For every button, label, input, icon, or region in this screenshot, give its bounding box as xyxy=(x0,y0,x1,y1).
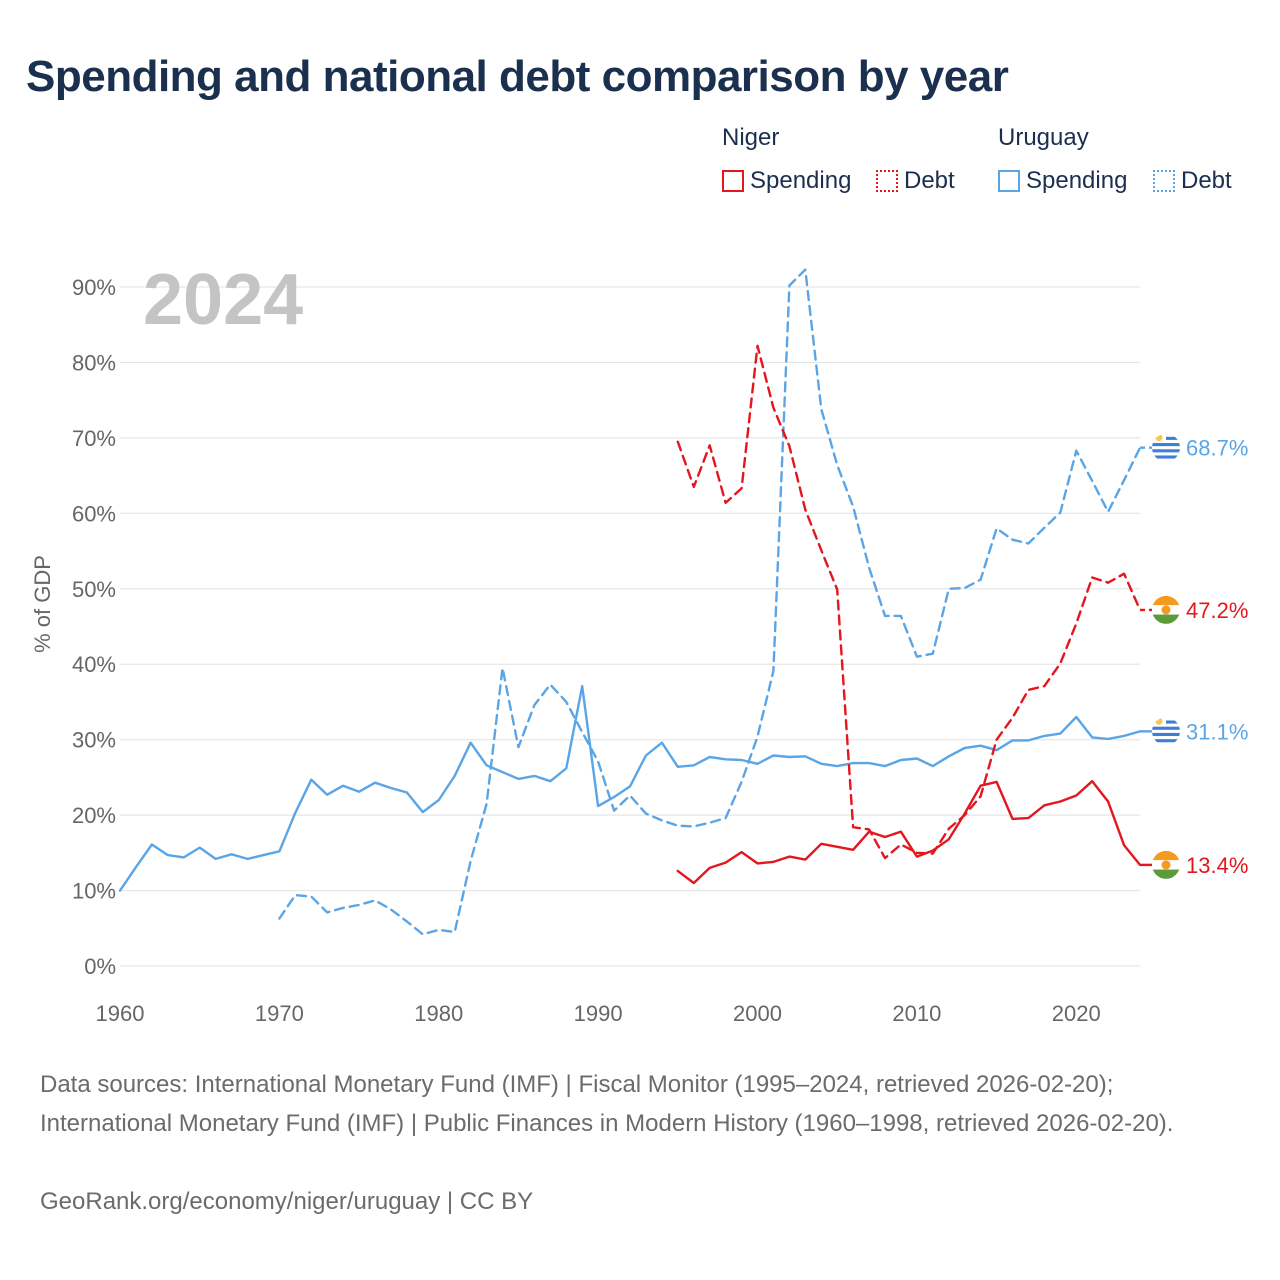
y-tick-label-20: 20% xyxy=(72,803,116,828)
flag-uruguay-icon-1 xyxy=(1152,433,1180,462)
y-tick-label-40: 40% xyxy=(72,652,116,677)
legend-swatch-niger-debt xyxy=(876,170,898,192)
x-tick-label-2020: 2020 xyxy=(1052,1001,1101,1026)
legend-label-uruguay-debt: Debt xyxy=(1181,167,1232,194)
end-label-niger-spending: 13.4% xyxy=(1186,853,1248,878)
y-axis-label: % of GDP xyxy=(30,555,55,653)
year-watermark: 2024 xyxy=(143,260,303,340)
legend-label-niger-debt: Debt xyxy=(904,167,955,194)
legend-label-uruguay-spending: Spending xyxy=(1026,167,1128,194)
x-tick-label-2010: 2010 xyxy=(892,1001,941,1026)
y-tick-label-80: 80% xyxy=(72,350,116,375)
x-tick-label-2000: 2000 xyxy=(733,1001,782,1026)
x-tick-label-1970: 1970 xyxy=(255,1001,304,1026)
chart-title: Spending and national debt comparison by… xyxy=(26,52,1009,101)
credit-link[interactable]: GeoRank.org/economy/niger/uruguay | CC B… xyxy=(40,1188,534,1215)
legend-uruguay-spending[interactable]: Spending xyxy=(998,166,1127,196)
y-tick-label-90: 90% xyxy=(72,275,116,300)
legend-swatch-uruguay-debt xyxy=(1153,170,1175,192)
end-label-uruguay-spending: 31.1% xyxy=(1186,719,1248,744)
legend-label-niger-spending: Spending xyxy=(750,167,852,194)
y-tick-label-0: 0% xyxy=(84,954,116,979)
end-label-uruguay-debt: 68.7% xyxy=(1186,436,1248,461)
y-tick-label-10: 10% xyxy=(72,879,116,904)
end-label-niger-debt: 47.2% xyxy=(1186,598,1248,623)
flag-niger-icon-3 xyxy=(1152,595,1180,624)
flag-niger-icon-2 xyxy=(1152,850,1180,879)
y-tick-label-60: 60% xyxy=(72,501,116,526)
y-tick-label-70: 70% xyxy=(72,426,116,451)
legend-niger-spending[interactable]: Spending xyxy=(722,166,851,196)
chart-area: 2024 % of GDP 0% 10% 20% 30% 40% 50% 60% 70% 80%… xyxy=(30,260,1248,1026)
x-tick-label-1980: 1980 xyxy=(414,1001,463,1026)
legend-uruguay-debt[interactable]: Debt xyxy=(1153,166,1232,196)
x-tick-label-1960: 1960 xyxy=(96,1001,145,1026)
legend-swatch-uruguay-spending xyxy=(998,170,1020,192)
legend-swatch-niger-spending xyxy=(722,170,744,192)
legend-niger-debt[interactable]: Debt xyxy=(876,166,955,196)
series-niger-debt xyxy=(676,344,1142,860)
legend-group-niger: Niger xyxy=(722,124,780,151)
series-uruguay-spending xyxy=(118,684,1142,892)
x-tick-label-1990: 1990 xyxy=(574,1001,623,1026)
legend-group-uruguay: Uruguay xyxy=(998,124,1089,151)
series-niger-spending xyxy=(676,780,1142,885)
y-tick-label-30: 30% xyxy=(72,728,116,753)
y-tick-label-50: 50% xyxy=(72,577,116,602)
series-uruguay-debt xyxy=(278,268,1142,936)
gridlines xyxy=(120,286,1140,967)
flag-uruguay-icon-0 xyxy=(1152,717,1180,746)
data-sources-note: Data sources: International Monetary Fun… xyxy=(40,1071,1174,1137)
